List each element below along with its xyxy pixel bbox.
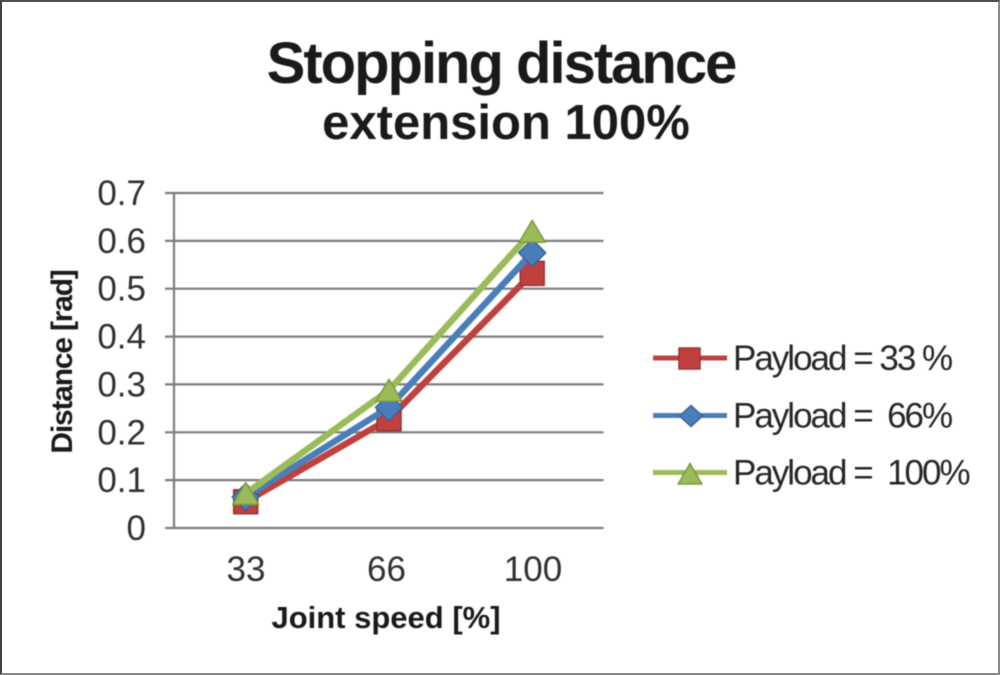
- svg-text:33: 33: [227, 550, 266, 589]
- svg-text:0.3: 0.3: [97, 365, 146, 404]
- svg-text:Distance [rad]: Distance [rad]: [46, 270, 79, 453]
- svg-text:0.7: 0.7: [97, 174, 146, 213]
- svg-text:Stopping distance: Stopping distance: [267, 31, 736, 96]
- svg-text:0.4: 0.4: [97, 318, 146, 357]
- svg-text:Joint speed [%]: Joint speed [%]: [271, 600, 500, 635]
- svg-text:0.5: 0.5: [97, 270, 146, 309]
- svg-text:extension 100%: extension 100%: [322, 96, 690, 150]
- svg-text:66: 66: [367, 550, 406, 589]
- svg-text:Payload = 33 %: Payload = 33 %: [733, 339, 952, 378]
- svg-text:0.6: 0.6: [97, 222, 146, 261]
- svg-text:0: 0: [127, 509, 146, 548]
- svg-text:Payload = 66%: Payload = 66%: [733, 397, 952, 436]
- svg-text:0.2: 0.2: [97, 413, 146, 452]
- svg-text:Payload = 100%: Payload = 100%: [733, 454, 969, 493]
- svg-text:0.1: 0.1: [97, 461, 146, 500]
- svg-text:100: 100: [504, 550, 562, 589]
